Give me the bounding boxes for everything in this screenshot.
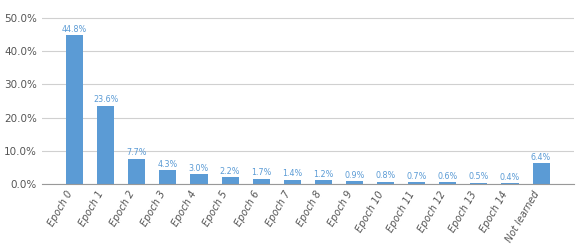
Bar (97, 106, 114, 184)
Bar (315, 180, 332, 184)
Bar (470, 183, 487, 184)
Bar (191, 174, 208, 184)
Text: 23.6%: 23.6% (93, 95, 118, 104)
Bar (128, 159, 146, 184)
Bar (377, 182, 394, 184)
Bar (408, 182, 425, 184)
Text: 3.0%: 3.0% (189, 164, 209, 173)
Bar (346, 181, 363, 184)
Text: 6.4%: 6.4% (531, 153, 551, 162)
Text: 4.3%: 4.3% (158, 160, 178, 169)
Text: 0.6%: 0.6% (438, 172, 458, 181)
Bar (66, 35, 83, 184)
Bar (532, 163, 550, 184)
Text: 1.7%: 1.7% (251, 168, 272, 177)
Text: 7.7%: 7.7% (127, 148, 147, 157)
Text: 1.2%: 1.2% (313, 170, 334, 179)
Bar (253, 179, 270, 184)
Bar (221, 177, 239, 184)
Text: 0.7%: 0.7% (406, 172, 427, 181)
Bar (284, 180, 301, 184)
Text: 1.4%: 1.4% (282, 169, 302, 178)
Text: 0.9%: 0.9% (344, 171, 365, 180)
Text: 44.8%: 44.8% (62, 25, 87, 33)
Bar (160, 170, 176, 184)
Bar (439, 182, 457, 184)
Text: 0.5%: 0.5% (469, 172, 489, 181)
Text: 0.8%: 0.8% (376, 171, 396, 180)
Text: 2.2%: 2.2% (220, 167, 240, 176)
Text: 0.4%: 0.4% (500, 173, 520, 182)
Bar (502, 183, 518, 184)
